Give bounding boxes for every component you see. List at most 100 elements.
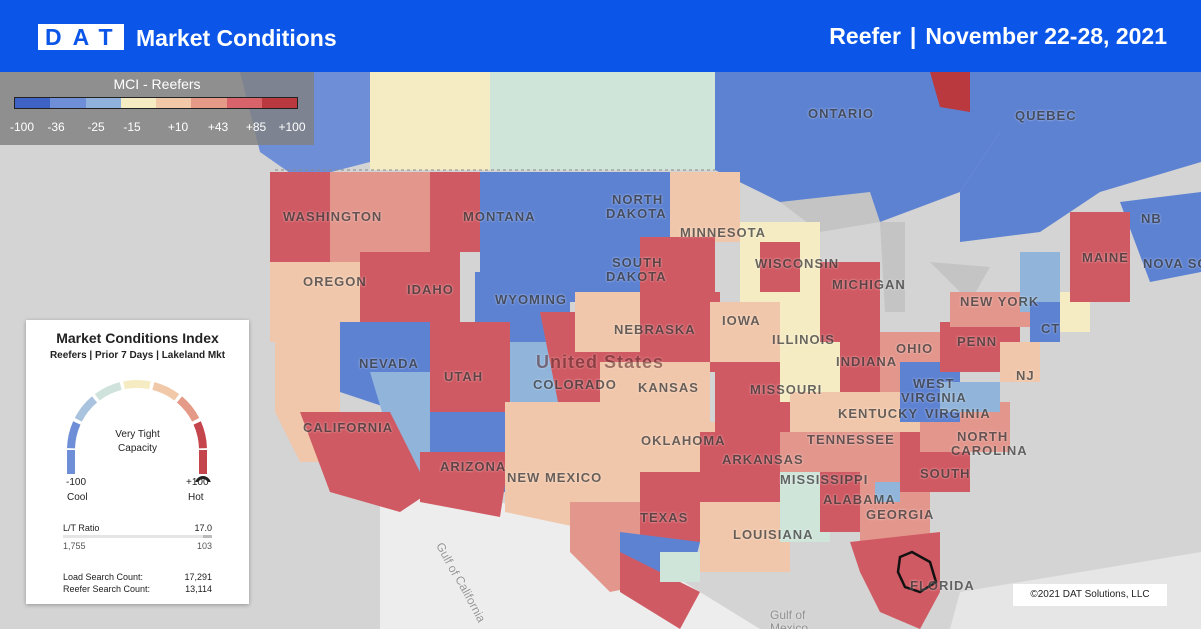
legend-swatch [191,98,227,108]
virginia [940,382,1000,412]
lakeland-market-outline[interactable] [896,550,938,594]
canada-saskatchewan [490,72,620,170]
label-mississippi: MISSISSIPPI [780,472,869,487]
new-jersey [1000,342,1040,382]
canada-manitoba [620,72,715,170]
label-texas: TEXAS [640,510,689,525]
label-colorado: COLORADO [533,377,617,392]
nebraska [620,292,720,372]
legend-color-scale [14,97,298,109]
kentucky [790,392,920,432]
label-south-dakota-2: DAKOTA [606,269,667,284]
legend-swatch [156,98,192,108]
legend-tick-label: +10 [167,120,189,134]
label-kentucky: KENTUCKY [838,406,919,421]
new-mexico [505,402,600,532]
map-canvas [0,72,1201,629]
label-iowa: IOWA [722,313,761,328]
label-new-mexico: NEW MEXICO [507,470,603,485]
label-gulf-mexico-1: Gulf of [770,608,806,622]
canada-quebec [960,72,1201,242]
label-indiana: INDIANA [836,354,898,369]
label-missouri: MISSOURI [750,382,823,397]
mississippi [780,472,830,542]
connecticut [1030,302,1060,342]
georgia-atlanta [875,482,900,502]
oregon [270,262,360,342]
label-north-carolina-2: CAROLINA [951,443,1028,458]
label-united-states: United States [536,352,665,372]
gauge-max-value: +100 [186,477,209,488]
lt-ratio-bar [63,535,212,538]
label-virginia: VIRGINIA [925,406,991,421]
label-oregon: OREGON [303,274,367,289]
legend-swatch [261,98,297,108]
south-dakota-west [580,237,640,302]
label-west-virginia-2: VIRGINIA [901,390,967,405]
gauge-status: Very Tight Capacity [86,428,189,456]
colorado-west [510,342,560,412]
legend-swatch [50,98,86,108]
label-kansas: KANSAS [638,380,699,395]
label-penn: PENN [957,334,998,349]
label-wisconsin: WISCONSIN [755,256,840,271]
label-west-virginia-1: WEST [913,376,955,391]
michigan [820,262,880,342]
label-nevada: NEVADA [359,356,419,371]
label-south-dakota-1: SOUTH [612,255,663,270]
utah [430,322,510,412]
label-montana: MONTANA [463,209,536,224]
legend-tick-label: +85 [245,120,267,134]
lt-right-count: 103 [196,541,212,551]
label-georgia: GEORGIA [866,507,935,522]
legend-swatch [226,98,262,108]
label-michigan: MICHIGAN [832,277,906,292]
load-search-row: Load Search Count: 17,291 [63,572,212,582]
south-dakota-east [640,237,715,302]
label-new-york: NEW YORK [960,294,1040,309]
label-maine: MAINE [1082,250,1129,265]
nevada-south [370,372,430,472]
gauge-status-line1: Very Tight [115,429,160,440]
canada-hot-north [930,72,970,112]
label-louisiana: LOUISIANA [733,527,814,542]
reefer-search-value: 13,114 [185,584,212,594]
label-alabama: ALABAMA [823,492,896,507]
label-ontario: ONTARIO [808,106,874,121]
lake-superior [780,192,880,232]
label-wyoming: WYOMING [495,292,567,307]
kansas [600,362,710,422]
card-title: Market Conditions Index [56,330,219,346]
label-nj: NJ [1016,368,1035,383]
legend-swatch [85,98,121,108]
gauge-indicator [195,476,211,482]
header-bar: DAT Market Conditions Reefer | November 22… [0,0,1201,72]
label-oklahoma: OKLAHOMA [641,433,726,448]
maine [1070,212,1130,302]
gauge-status-line2: Capacity [118,443,157,454]
louisiana [700,502,790,572]
missouri [715,362,790,432]
header-separator: | [909,23,917,49]
lt-ratio-value: 17.0 [194,523,212,533]
label-california: CALIFORNIA [303,420,394,435]
iowa [710,302,780,362]
california-south [300,412,430,512]
legend-tick-label: -25 [87,120,105,134]
gauge-segment [94,382,122,401]
legend-tick-label: -36 [47,120,65,134]
legend-tick-label: +100 [278,120,306,134]
market-map[interactable]: ONTARIO QUEBEC NB NOVA SCO MAINE WASHING… [0,72,1201,629]
gauge-segment [123,380,151,390]
gauge-segment [193,421,207,449]
report-context: Reefer | November 22-28, 2021 [829,22,1167,50]
load-search-label: Load Search Count: [63,572,144,582]
minnesota-west [670,172,740,242]
mci-gauge [67,380,211,482]
card-subtitle: Reefers | Prior 7 Days | Lakeland Mkt [49,350,226,361]
arizona-south [420,452,510,517]
label-north-dakota-1: NORTH [612,192,664,207]
new-york [950,292,1030,327]
legend-tick-label: -100 [9,120,35,134]
label-south-carolina: SOUTH [920,466,971,481]
